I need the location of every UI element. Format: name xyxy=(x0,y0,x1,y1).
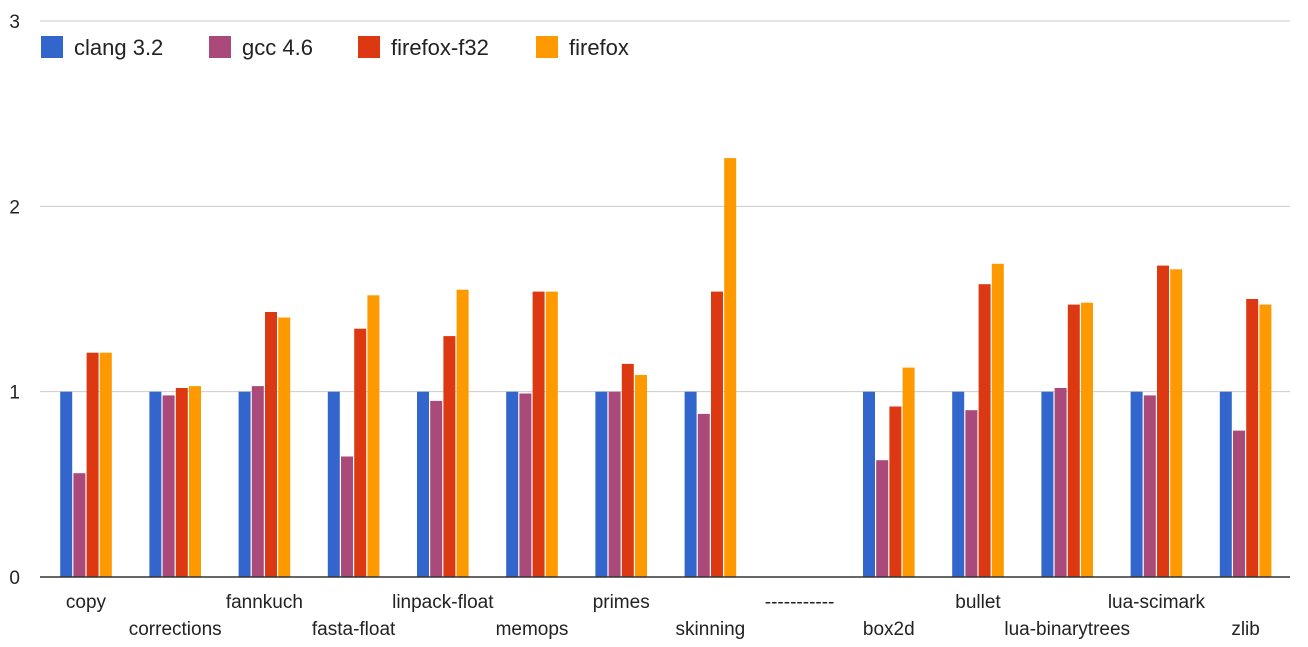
legend-swatch xyxy=(536,36,558,58)
bar[interactable] xyxy=(697,413,710,577)
legend-swatch xyxy=(358,36,380,58)
bar[interactable] xyxy=(952,391,965,577)
bar[interactable] xyxy=(238,391,251,577)
y-tick-label: 2 xyxy=(9,197,20,218)
bar[interactable] xyxy=(149,391,162,577)
bar[interactable] xyxy=(506,391,519,577)
y-axis-ticks: 0 1 2 3 xyxy=(9,12,20,589)
bar[interactable] xyxy=(443,336,456,577)
bar[interactable] xyxy=(595,391,608,577)
bar[interactable] xyxy=(430,400,443,577)
bar[interactable] xyxy=(1157,265,1169,577)
bar[interactable] xyxy=(265,312,277,577)
legend-label: firefox-f32 xyxy=(391,35,489,60)
bar[interactable] xyxy=(327,391,340,577)
bar[interactable] xyxy=(417,391,429,577)
bar[interactable] xyxy=(1233,430,1245,577)
bar[interactable] xyxy=(608,391,621,577)
bar[interactable] xyxy=(519,393,532,578)
x-tick-label: fasta-float xyxy=(312,619,396,640)
bar[interactable] xyxy=(341,456,353,578)
bar[interactable] xyxy=(1081,302,1093,577)
x-tick-label: zlib xyxy=(1231,619,1260,640)
bar[interactable] xyxy=(863,391,875,577)
x-tick-label: ----------- xyxy=(765,592,835,613)
bar[interactable] xyxy=(175,388,188,577)
bar[interactable] xyxy=(1170,269,1183,577)
x-tick-label: bullet xyxy=(955,592,1001,613)
bar[interactable] xyxy=(978,284,991,577)
y-tick-label: 3 xyxy=(9,12,20,33)
legend[interactable]: clang 3.2 gcc 4.6 firefox-f32 firefox xyxy=(41,35,629,60)
bars xyxy=(60,158,1272,578)
bar[interactable] xyxy=(724,158,737,577)
x-tick-label: copy xyxy=(66,592,107,613)
x-tick-label: lua-scimark xyxy=(1108,592,1206,613)
bar[interactable] xyxy=(278,317,291,578)
bar[interactable] xyxy=(684,391,697,577)
legend-swatch xyxy=(41,36,63,58)
x-tick-label: corrections xyxy=(129,619,222,640)
bar[interactable] xyxy=(621,363,634,577)
bar[interactable] xyxy=(1259,304,1272,577)
legend-swatch xyxy=(209,36,231,58)
bar[interactable] xyxy=(991,263,1004,577)
bar[interactable] xyxy=(1067,304,1080,577)
bar[interactable] xyxy=(876,460,889,577)
legend-label: gcc 4.6 xyxy=(242,35,313,60)
bar[interactable] xyxy=(367,295,380,577)
bar[interactable] xyxy=(1143,395,1156,577)
gridlines xyxy=(40,20,1290,393)
bar[interactable] xyxy=(1219,391,1232,577)
y-tick-label: 0 xyxy=(9,568,20,589)
bar[interactable] xyxy=(60,391,73,577)
x-tick-label: memops xyxy=(496,619,569,640)
bar[interactable] xyxy=(889,406,902,578)
bar[interactable] xyxy=(1130,391,1143,577)
bar[interactable] xyxy=(189,386,201,577)
bar[interactable] xyxy=(1054,388,1067,577)
legend-label: firefox xyxy=(569,35,629,60)
bar[interactable] xyxy=(965,410,978,577)
bar[interactable] xyxy=(635,375,647,577)
legend-label: clang 3.2 xyxy=(74,35,163,60)
bar[interactable] xyxy=(251,386,264,577)
bar[interactable] xyxy=(456,289,469,577)
bar[interactable] xyxy=(162,395,175,577)
x-tick-label: skinning xyxy=(676,619,746,640)
x-tick-label: fannkuch xyxy=(226,592,303,613)
x-tick-label: primes xyxy=(593,592,650,613)
bar[interactable] xyxy=(73,473,86,577)
x-tick-label: linpack-float xyxy=(392,592,494,613)
bar[interactable] xyxy=(545,291,558,577)
bar[interactable] xyxy=(711,291,723,577)
y-tick-label: 1 xyxy=(9,383,20,404)
bar[interactable] xyxy=(902,367,915,577)
bar[interactable] xyxy=(99,352,112,577)
bar[interactable] xyxy=(1041,391,1054,577)
x-tick-label: lua-binarytrees xyxy=(1004,619,1130,640)
bar[interactable] xyxy=(532,291,545,577)
x-tick-label: box2d xyxy=(863,619,915,640)
bar[interactable] xyxy=(354,328,367,577)
bar[interactable] xyxy=(1246,299,1259,577)
bar[interactable] xyxy=(86,352,99,577)
